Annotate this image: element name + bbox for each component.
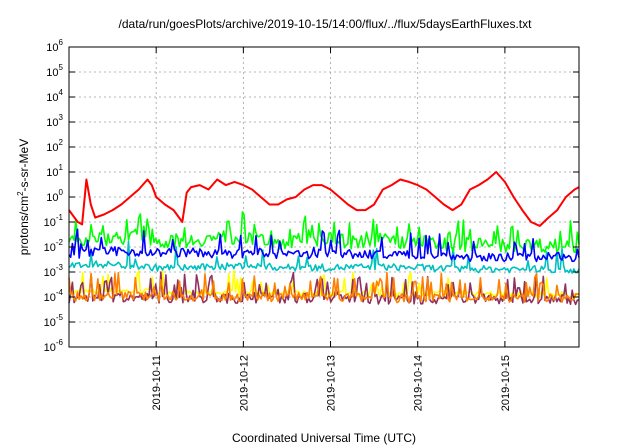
y-tick-label: 103	[46, 113, 63, 129]
y-tick-label: 105	[46, 63, 63, 79]
y-tick-exp: -2	[56, 238, 64, 247]
y-tick-label: 100	[46, 188, 63, 204]
y-tick-base: 10	[44, 317, 56, 329]
y-tick-exp: -4	[56, 288, 64, 297]
y-tick-label: 106	[46, 38, 63, 54]
y-tick-exp: 1	[59, 163, 64, 172]
y-tick-exp: 2	[59, 138, 64, 147]
y-axis-label-rest: -s-sr-MeV	[17, 139, 31, 192]
series-group	[68, 171, 580, 306]
y-tick-base: 10	[44, 217, 56, 229]
y-axis-label-base: protons/cm	[17, 196, 31, 255]
series-line	[68, 228, 580, 263]
y-tick-exp: 6	[59, 38, 64, 47]
y-tick-base: 10	[46, 167, 58, 179]
chart-title: /data/run/goesPlots/archive/2019-10-15/1…	[119, 17, 533, 31]
y-axis-label: protons/cm2-s-sr-MeV	[16, 139, 31, 255]
y-tick-label: 10-6	[44, 338, 64, 354]
series-line	[68, 240, 580, 274]
y-tick-label: 10-3	[44, 263, 64, 279]
x-tick-label: 2019-10-14	[413, 355, 425, 411]
y-tick-base: 10	[46, 117, 58, 129]
y-tick-label: 10-1	[44, 213, 64, 229]
y-tick-base: 10	[44, 242, 56, 254]
y-tick-exp: 3	[59, 113, 64, 122]
y-tick-exp: -6	[56, 338, 64, 347]
y-tick-exp: -3	[56, 263, 64, 272]
grid	[69, 47, 579, 347]
y-tick-label: 10-2	[44, 238, 64, 254]
y-tick-base: 10	[44, 267, 56, 279]
y-tick-exp: 4	[59, 88, 64, 97]
x-tick-label: 2019-10-12	[238, 355, 250, 411]
y-axis-label-exp: 2	[16, 191, 25, 196]
y-tick-base: 10	[46, 192, 58, 204]
y-tick-exp: 5	[59, 63, 64, 72]
y-tick-label: 104	[46, 88, 63, 104]
y-tick-base: 10	[44, 342, 56, 354]
x-tick-label: 2019-10-15	[500, 355, 512, 411]
y-tick-label: 10-5	[44, 313, 64, 329]
y-tick-base: 10	[44, 292, 56, 304]
series-line	[68, 171, 580, 227]
y-tick-base: 10	[46, 67, 58, 79]
y-tick-label: 101	[46, 163, 63, 179]
y-tick-label: 10-4	[44, 288, 64, 304]
x-axis-label: Coordinated Universal Time (UTC)	[232, 431, 416, 445]
y-tick-base: 10	[46, 42, 58, 54]
y-tick-exp: -5	[56, 313, 64, 322]
y-tick-exp: -1	[56, 213, 64, 222]
y-tick-base: 10	[46, 142, 58, 154]
series-line	[68, 271, 580, 304]
y-tick-label: 102	[46, 138, 63, 154]
y-tick-base: 10	[46, 92, 58, 104]
x-axis: 2019-10-11 2019-10-12 2019-10-13 2019-10-14…	[151, 47, 512, 411]
series-line	[68, 271, 580, 306]
x-tick-label: 2019-10-11	[151, 355, 163, 410]
x-tick-label: 2019-10-13	[326, 355, 338, 411]
y-tick-exp: 0	[59, 188, 64, 197]
y-axis: 10-610-510-410-310-210-11001011021031041…	[44, 38, 579, 354]
